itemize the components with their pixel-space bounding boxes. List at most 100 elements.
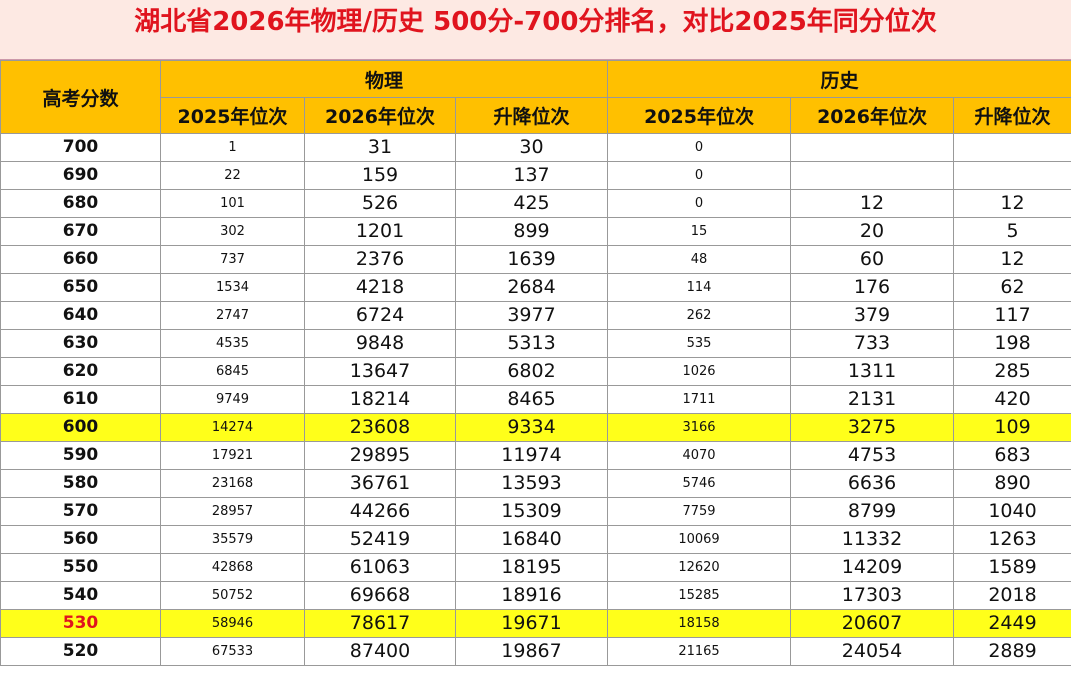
value-cell: 4070 [607, 441, 792, 470]
value-cell: 17303 [790, 581, 955, 610]
value-cell: 9334 [454, 413, 609, 442]
value-cell: 0 [607, 189, 792, 218]
value-cell: 48 [607, 245, 792, 274]
table-row: 600 14274 23608 9334 3166 3275 109 [0, 413, 1071, 442]
score-cell: 700 [0, 133, 161, 162]
value-cell: 4535 [160, 329, 305, 358]
value-cell: 19867 [454, 637, 609, 666]
value-cell: 114 [607, 273, 792, 302]
value-cell: 2449 [953, 609, 1071, 638]
score-cell: 590 [0, 441, 161, 470]
value-cell: 1026 [607, 357, 792, 386]
score-cell: 550 [0, 553, 161, 582]
value-cell: 67533 [160, 637, 305, 666]
value-cell: 101 [160, 189, 305, 218]
table-row: 630 4535 9848 5313 535 733 198 [0, 329, 1071, 358]
value-cell: 30 [454, 133, 609, 162]
value-cell: 5 [953, 217, 1071, 246]
value-cell: 23608 [304, 413, 456, 442]
value-cell: 1201 [304, 217, 456, 246]
column-header: 2025年位次 [160, 97, 305, 134]
column-header: 2025年位次 [607, 97, 792, 134]
value-cell: 0 [607, 161, 792, 190]
value-cell [790, 161, 955, 190]
table-row: 570 28957 44266 15309 7759 8799 1040 [0, 497, 1071, 526]
table-row: 650 1534 4218 2684 114 176 62 [0, 273, 1071, 302]
value-cell: 5313 [454, 329, 609, 358]
value-cell: 42868 [160, 553, 305, 582]
score-cell: 600 [0, 413, 161, 442]
value-cell: 3166 [607, 413, 792, 442]
value-cell: 87400 [304, 637, 456, 666]
value-cell: 15285 [607, 581, 792, 610]
value-cell: 109 [953, 413, 1071, 442]
value-cell: 733 [790, 329, 955, 358]
value-cell: 1040 [953, 497, 1071, 526]
score-cell: 610 [0, 385, 161, 414]
column-header: 2026年位次 [790, 97, 955, 134]
value-cell: 5746 [607, 469, 792, 498]
value-cell: 2018 [953, 581, 1071, 610]
value-cell: 20 [790, 217, 955, 246]
table-row: 550 42868 61063 18195 12620 14209 1589 [0, 553, 1071, 582]
value-cell: 3275 [790, 413, 955, 442]
table-row: 610 9749 18214 8465 1711 2131 420 [0, 385, 1071, 414]
table-row: 590 17921 29895 11974 4070 4753 683 [0, 441, 1071, 470]
score-cell: 650 [0, 273, 161, 302]
value-cell: 11332 [790, 525, 955, 554]
value-cell: 526 [304, 189, 456, 218]
value-cell: 15 [607, 217, 792, 246]
title: 湖北省2026年物理/历史 500分-700分排名，对比2025年同分位次 [0, 0, 1071, 60]
value-cell: 8465 [454, 385, 609, 414]
value-cell: 9848 [304, 329, 456, 358]
column-header: 2026年位次 [304, 97, 456, 134]
score-cell: 530 [0, 609, 161, 638]
table-row: 700 1 31 30 0 [0, 133, 1071, 162]
value-cell: 4753 [790, 441, 955, 470]
value-cell: 13647 [304, 357, 456, 386]
table-row: 520 67533 87400 19867 21165 24054 2889 [0, 637, 1071, 666]
score-cell: 620 [0, 357, 161, 386]
score-cell: 520 [0, 637, 161, 666]
value-cell: 4218 [304, 273, 456, 302]
score-cell: 570 [0, 497, 161, 526]
value-cell: 35579 [160, 525, 305, 554]
value-cell: 1311 [790, 357, 955, 386]
value-cell: 17921 [160, 441, 305, 470]
value-cell: 12620 [607, 553, 792, 582]
value-cell: 1639 [454, 245, 609, 274]
table-row: 640 2747 6724 3977 262 379 117 [0, 301, 1071, 330]
table-row: 560 35579 52419 16840 10069 11332 1263 [0, 525, 1071, 554]
value-cell: 737 [160, 245, 305, 274]
value-cell: 15309 [454, 497, 609, 526]
value-cell: 78617 [304, 609, 456, 638]
table-row: 580 23168 36761 13593 5746 6636 890 [0, 469, 1071, 498]
score-cell: 680 [0, 189, 161, 218]
column-header: 升降位次 [953, 97, 1071, 134]
value-cell: 2131 [790, 385, 955, 414]
value-cell: 2889 [953, 637, 1071, 666]
value-cell: 60 [790, 245, 955, 274]
score-cell: 690 [0, 161, 161, 190]
value-cell: 198 [953, 329, 1071, 358]
value-cell: 6845 [160, 357, 305, 386]
value-cell: 0 [607, 133, 792, 162]
table-row: 660 737 2376 1639 48 60 12 [0, 245, 1071, 274]
value-cell: 117 [953, 301, 1071, 330]
value-cell [790, 133, 955, 162]
value-cell: 12 [953, 189, 1071, 218]
value-cell: 22 [160, 161, 305, 190]
score-cell: 660 [0, 245, 161, 274]
group-header: 历史 [607, 60, 1071, 98]
corner-header: 高考分数 [0, 60, 161, 134]
value-cell: 6802 [454, 357, 609, 386]
value-cell: 285 [953, 357, 1071, 386]
value-cell [953, 161, 1071, 190]
score-cell: 540 [0, 581, 161, 610]
value-cell: 2376 [304, 245, 456, 274]
score-cell: 670 [0, 217, 161, 246]
table-row: 670 302 1201 899 15 20 5 [0, 217, 1071, 246]
table-row: 540 50752 69668 18916 15285 17303 2018 [0, 581, 1071, 610]
value-cell: 3977 [454, 301, 609, 330]
